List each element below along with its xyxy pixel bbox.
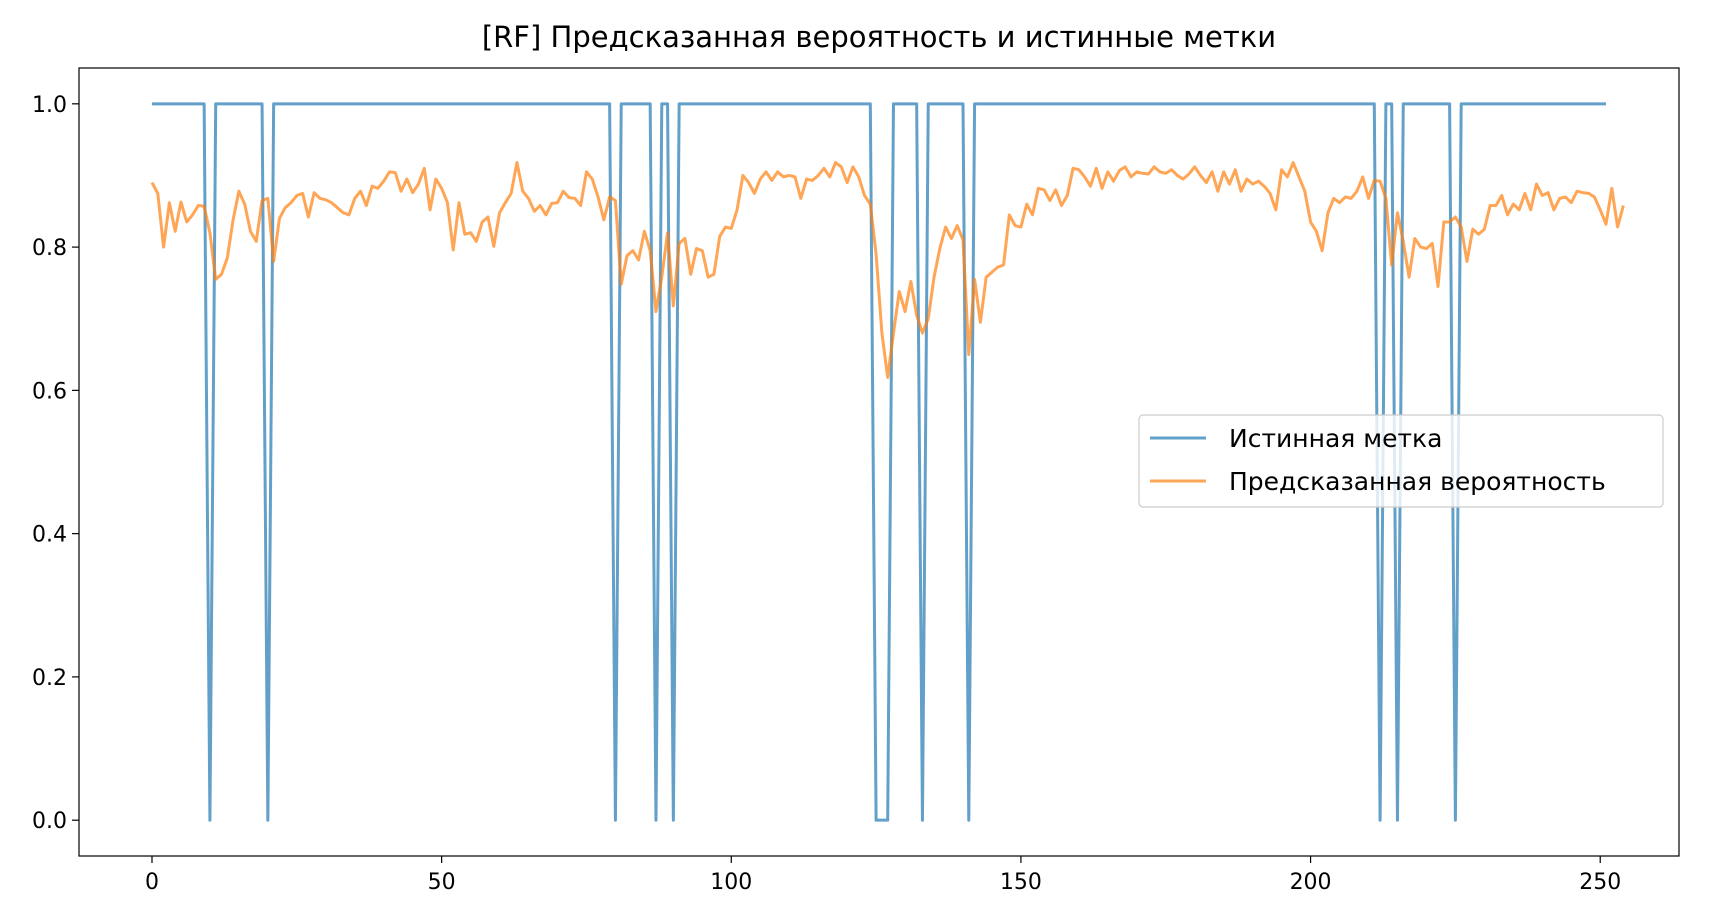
y-tick-label: 0.4: [32, 523, 67, 548]
y-tick-label: 0.6: [32, 379, 67, 404]
series-line-predicted-probability: [150, 161, 1625, 379]
legend-box: [1138, 414, 1664, 508]
series-line-true-label: [151, 102, 1607, 822]
y-tick-label: 0.2: [32, 666, 67, 691]
x-tick-label: 0: [145, 870, 159, 895]
legend-label-predicted-probability: Предсказанная вероятность: [1229, 467, 1606, 496]
y-tick-label: 1.0: [32, 93, 67, 118]
legend-label-true-label: Истинная метка: [1229, 424, 1442, 453]
x-tick-label: 50: [428, 870, 456, 895]
x-axis: 0 50 100 150 200 250: [145, 856, 1621, 895]
legend: Истинная метка Предсказанная вероятность: [1138, 414, 1664, 508]
x-tick-label: 150: [1000, 870, 1042, 895]
plot-area: [78, 67, 1680, 857]
x-tick-label: 100: [710, 870, 752, 895]
y-axis: 0.0 0.2 0.4 0.6 0.8 1.0: [32, 93, 79, 834]
x-tick-label: 250: [1579, 870, 1621, 895]
x-tick-label: 200: [1290, 870, 1332, 895]
y-tick-label: 0.8: [32, 236, 67, 261]
series-layer: [150, 102, 1625, 822]
y-tick-label: 0.0: [32, 809, 67, 834]
chart-title: [RF] Предсказанная вероятность и истинны…: [482, 20, 1276, 54]
